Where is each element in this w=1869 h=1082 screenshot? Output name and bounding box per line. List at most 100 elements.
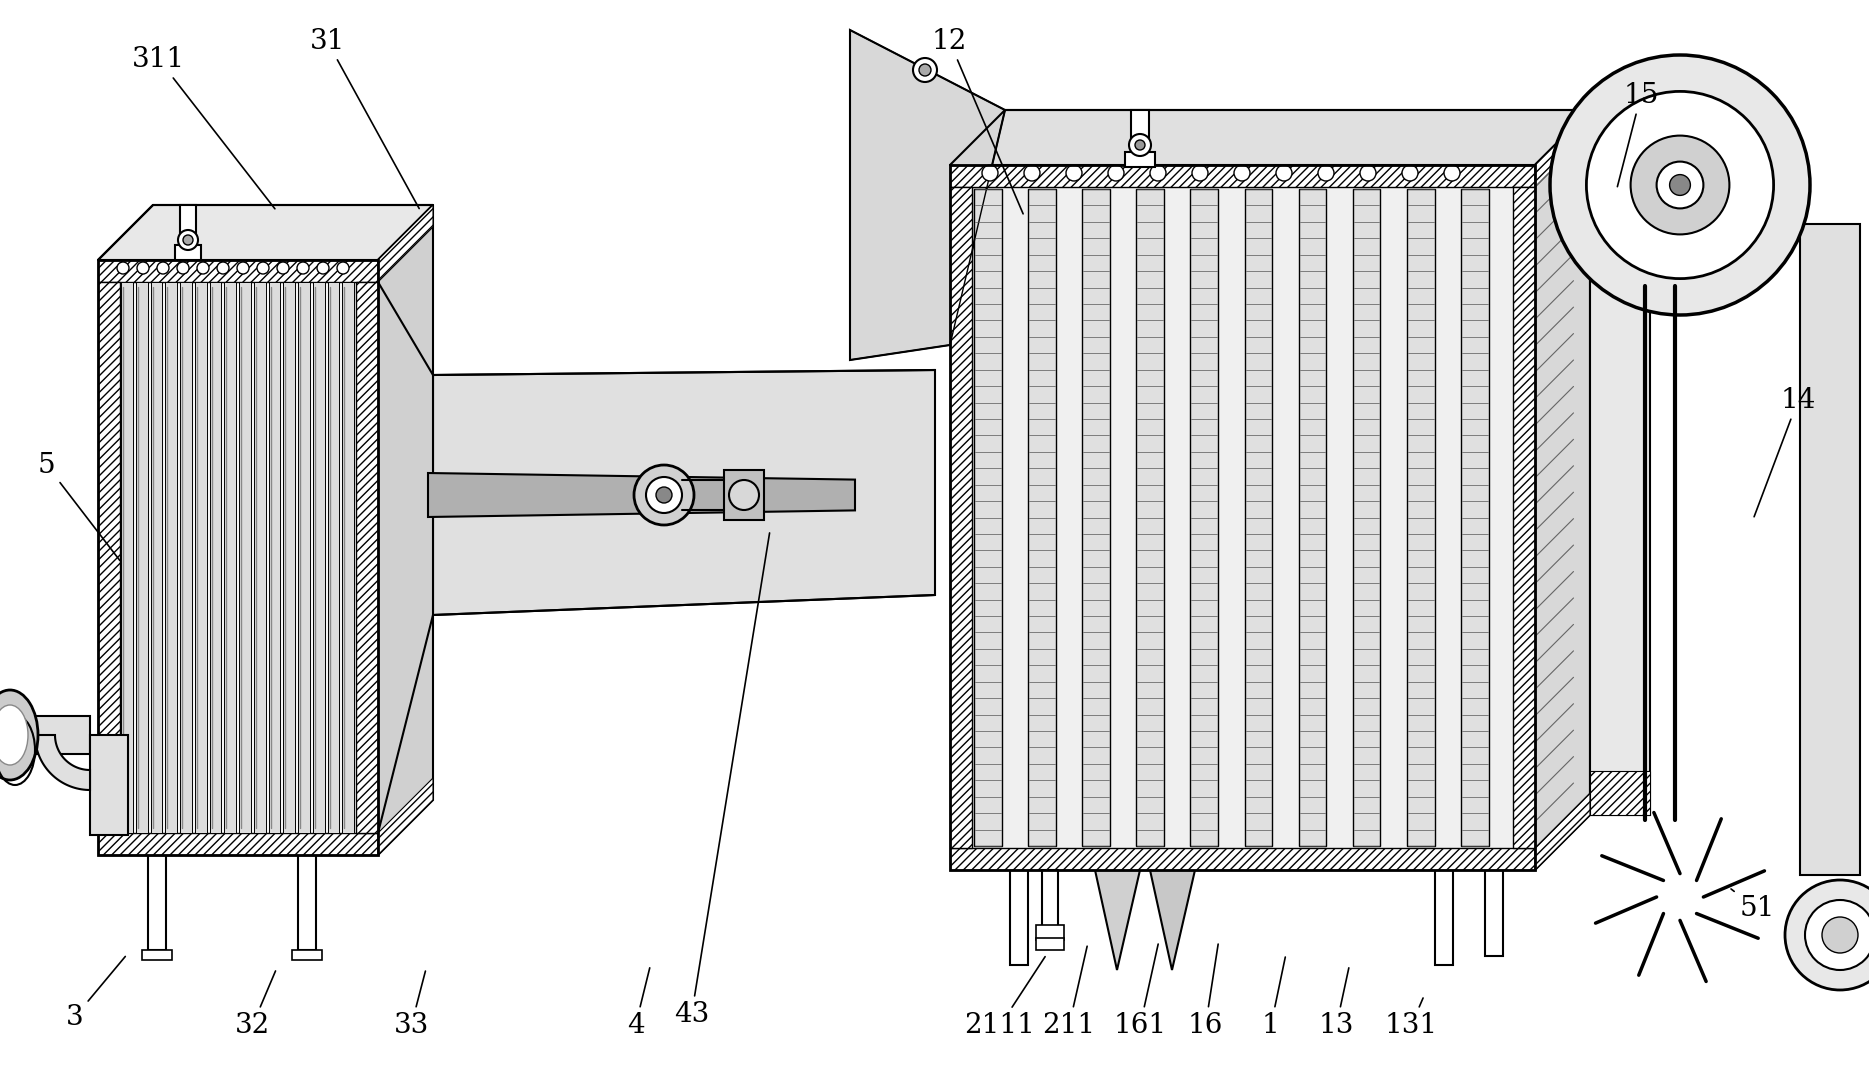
Polygon shape — [1534, 793, 1591, 870]
Polygon shape — [1043, 870, 1058, 931]
Polygon shape — [378, 204, 434, 855]
Circle shape — [1805, 900, 1869, 969]
Circle shape — [1669, 174, 1690, 196]
Polygon shape — [1009, 870, 1028, 965]
Polygon shape — [120, 282, 355, 833]
Polygon shape — [1131, 110, 1149, 157]
Text: 161: 161 — [1114, 945, 1166, 1039]
Circle shape — [277, 262, 290, 274]
Circle shape — [1822, 918, 1858, 953]
Circle shape — [1785, 880, 1869, 990]
Polygon shape — [36, 716, 90, 754]
Polygon shape — [1407, 189, 1435, 846]
Polygon shape — [723, 470, 764, 520]
Polygon shape — [148, 855, 166, 950]
Polygon shape — [1462, 189, 1488, 846]
Circle shape — [1656, 161, 1703, 209]
Circle shape — [297, 262, 308, 274]
Polygon shape — [179, 204, 196, 250]
Circle shape — [1129, 134, 1151, 156]
Polygon shape — [1028, 189, 1056, 846]
Polygon shape — [121, 282, 133, 833]
Circle shape — [1108, 164, 1123, 181]
Text: 1: 1 — [1262, 958, 1286, 1039]
Circle shape — [912, 58, 936, 82]
Polygon shape — [224, 282, 235, 833]
Polygon shape — [949, 164, 1534, 187]
Polygon shape — [284, 282, 295, 833]
Circle shape — [1192, 164, 1207, 181]
Text: 211: 211 — [1043, 947, 1095, 1039]
Polygon shape — [292, 950, 321, 960]
Polygon shape — [1534, 110, 1591, 187]
Polygon shape — [1136, 189, 1164, 846]
Polygon shape — [176, 245, 202, 260]
Circle shape — [1630, 135, 1729, 235]
Polygon shape — [972, 187, 1514, 848]
Circle shape — [318, 262, 329, 274]
Polygon shape — [378, 204, 434, 282]
Circle shape — [1149, 164, 1166, 181]
Circle shape — [1277, 164, 1291, 181]
Polygon shape — [434, 370, 934, 615]
Ellipse shape — [0, 705, 28, 765]
Polygon shape — [378, 778, 434, 855]
Polygon shape — [1486, 870, 1503, 955]
Polygon shape — [1299, 189, 1327, 846]
Circle shape — [647, 477, 682, 513]
Polygon shape — [1035, 925, 1063, 940]
Polygon shape — [327, 282, 340, 833]
Circle shape — [634, 465, 693, 525]
Polygon shape — [1800, 224, 1860, 875]
Polygon shape — [254, 282, 265, 833]
Text: 51: 51 — [1731, 889, 1774, 922]
Polygon shape — [1149, 870, 1194, 969]
Polygon shape — [974, 189, 1002, 846]
Polygon shape — [151, 282, 163, 833]
Circle shape — [1445, 164, 1460, 181]
Circle shape — [336, 262, 350, 274]
Polygon shape — [97, 260, 378, 282]
Circle shape — [183, 235, 193, 245]
Polygon shape — [209, 282, 221, 833]
Circle shape — [656, 487, 673, 503]
Circle shape — [1549, 55, 1809, 315]
Polygon shape — [1095, 870, 1140, 969]
Polygon shape — [90, 735, 127, 835]
Text: 311: 311 — [133, 47, 275, 209]
Circle shape — [237, 262, 249, 274]
Circle shape — [136, 262, 150, 274]
Polygon shape — [164, 282, 178, 833]
Polygon shape — [1514, 187, 1534, 848]
Polygon shape — [1245, 189, 1273, 846]
Polygon shape — [1591, 110, 1650, 154]
Polygon shape — [342, 282, 353, 833]
Circle shape — [1361, 164, 1376, 181]
Text: 43: 43 — [675, 533, 770, 1028]
Polygon shape — [1591, 110, 1650, 815]
Circle shape — [729, 480, 759, 510]
Polygon shape — [97, 282, 120, 833]
Polygon shape — [428, 473, 854, 517]
Text: 4: 4 — [626, 967, 650, 1039]
Circle shape — [258, 262, 269, 274]
Polygon shape — [312, 282, 325, 833]
Polygon shape — [297, 855, 316, 950]
Polygon shape — [1125, 151, 1155, 167]
Circle shape — [178, 230, 198, 250]
Polygon shape — [1660, 225, 1705, 270]
Circle shape — [178, 262, 189, 274]
Text: 13: 13 — [1320, 968, 1353, 1039]
Polygon shape — [949, 848, 1534, 870]
Circle shape — [1134, 140, 1146, 150]
Text: 14: 14 — [1755, 387, 1815, 517]
Circle shape — [981, 164, 998, 181]
Polygon shape — [269, 282, 280, 833]
Polygon shape — [355, 282, 378, 833]
Circle shape — [1587, 91, 1774, 278]
Polygon shape — [142, 950, 172, 960]
Circle shape — [1318, 164, 1334, 181]
Polygon shape — [36, 735, 90, 790]
Polygon shape — [850, 30, 1006, 360]
Text: 5: 5 — [37, 452, 120, 560]
